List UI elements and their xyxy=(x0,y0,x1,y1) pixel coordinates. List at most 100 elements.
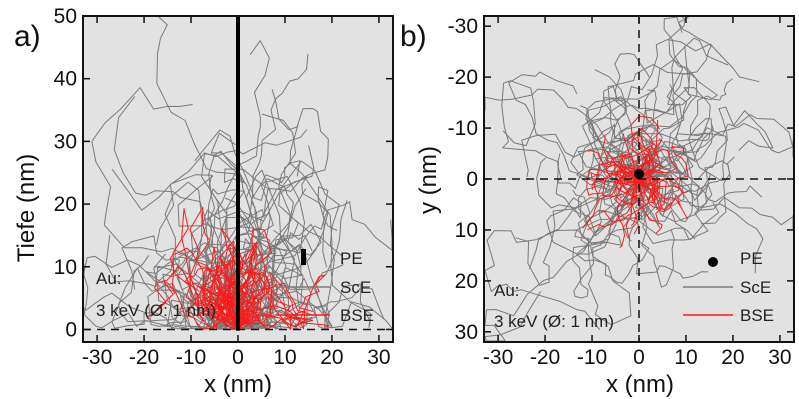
bse-trajectory xyxy=(202,265,260,330)
y-tick-label: -20 xyxy=(448,66,478,89)
sce-trajectory xyxy=(164,181,239,330)
y-tick-label: 30 xyxy=(455,321,478,344)
bse-trajectory xyxy=(638,176,667,211)
legend-sce-label: ScE xyxy=(740,278,771,297)
x-tick-label: 30 xyxy=(367,346,390,369)
x-tick-label: 0 xyxy=(232,346,244,369)
y-tick-label: 10 xyxy=(54,256,77,279)
sce-trajectory xyxy=(237,176,329,330)
y-tick-label: 50 xyxy=(54,5,77,28)
bse-trajectory xyxy=(237,287,330,330)
legend-bse-label: BSE xyxy=(340,306,374,325)
y-tick-label: 10 xyxy=(455,219,478,242)
panel-b-legend: PE ScE BSE xyxy=(683,249,774,325)
y-tick-label: 20 xyxy=(54,193,77,216)
sce-trajectory xyxy=(147,284,239,330)
bse-trajectory xyxy=(237,253,256,330)
panel-b-xlabel: x (nm) xyxy=(606,371,674,398)
sce-trajectory xyxy=(237,160,393,330)
bse-trajectory xyxy=(234,246,270,330)
y-tick-label: 0 xyxy=(466,168,478,191)
x-tick-label: -10 xyxy=(577,346,607,369)
x-tick-label: 30 xyxy=(768,346,791,369)
bse-trajectory xyxy=(237,271,299,330)
sce-trajectory xyxy=(580,105,713,223)
panel-a-note-material: Au: xyxy=(96,269,122,288)
x-tick-label: 20 xyxy=(721,346,744,369)
legend-pe-marker xyxy=(708,257,718,267)
sce-trajectory xyxy=(583,173,711,240)
bse-trajectory xyxy=(630,115,660,178)
sce-trajectory xyxy=(580,179,647,326)
bse-trajectory xyxy=(629,156,659,191)
panel-a-label: a) xyxy=(14,20,41,53)
sce-trajectory xyxy=(536,157,640,255)
panel-b: b) y (nm) x (nm) -30 -20 -10 0 10 20 30-30-20-… xyxy=(400,15,795,398)
legend-sce-label: ScE xyxy=(340,278,371,297)
bse-trajectory xyxy=(640,119,659,177)
y-tick-label: 30 xyxy=(54,130,77,153)
bse-trajectory xyxy=(606,159,639,180)
bse-trajectory xyxy=(602,135,640,182)
sce-trajectory xyxy=(603,16,718,179)
bse-trajectory xyxy=(640,146,689,182)
sce-trajectory xyxy=(237,54,309,330)
legend-pe-label: PE xyxy=(740,249,763,268)
bse-trajectory xyxy=(636,176,683,206)
bse-trajectory xyxy=(587,180,638,231)
panel-a-legend: PE ScE BSE xyxy=(276,249,374,325)
panel-a-ylabel: Tiefe (nm) xyxy=(13,154,40,262)
bse-trajectory xyxy=(617,181,641,249)
panel-a-note-energy: 3 keV (Ø: 1 nm) xyxy=(96,301,216,320)
sce-trajectory xyxy=(629,78,733,180)
sce-trajectory xyxy=(210,132,264,330)
bse-trajectory xyxy=(213,259,247,330)
y-tick-label: 0 xyxy=(65,318,77,341)
sce-trajectory xyxy=(91,87,239,330)
panel-a-xlabel: x (nm) xyxy=(204,371,272,398)
sce-trajectory xyxy=(237,124,372,330)
legend-bse-label: BSE xyxy=(740,306,774,325)
sce-trajectory xyxy=(587,96,660,191)
pe-dot xyxy=(634,168,644,179)
bse-trajectory xyxy=(637,178,663,235)
x-tick-label: -10 xyxy=(176,346,206,369)
x-tick-label: -20 xyxy=(530,346,560,369)
panel-b-label: b) xyxy=(400,20,427,53)
y-tick-label: -10 xyxy=(448,117,478,140)
sce-trajectory xyxy=(639,84,711,178)
x-tick-label: -20 xyxy=(129,346,159,369)
x-tick-label: -30 xyxy=(483,346,513,369)
panel-b-note-material: Au: xyxy=(494,281,520,300)
bse-trajectory xyxy=(586,166,641,196)
panel-b-ylabel: y (nm) xyxy=(415,146,442,214)
bse-trajectory xyxy=(213,256,239,330)
legend-pe-marker xyxy=(301,249,306,265)
sce-trajectory xyxy=(588,39,760,180)
bse-trajectory xyxy=(237,271,266,330)
sce-trajectory xyxy=(225,40,270,330)
bse-trajectory xyxy=(640,179,689,220)
sce-trajectory xyxy=(177,175,261,330)
bse-trajectory xyxy=(590,172,640,186)
panel-a-frame xyxy=(82,15,394,343)
bse-trajectory xyxy=(631,136,647,182)
x-tick-label: 10 xyxy=(674,346,697,369)
panel-a: a) Tiefe (nm) x (nm) -30 -20 -10 0 10 20 30 0 10… xyxy=(13,5,394,398)
sce-trajectory xyxy=(484,179,643,331)
panel-a-marks xyxy=(83,16,393,331)
sce-trajectory xyxy=(576,123,642,186)
bse-trajectory xyxy=(593,170,637,204)
bse-trajectory xyxy=(598,177,652,222)
sce-trajectory xyxy=(628,177,709,279)
sce-trajectory xyxy=(501,80,642,190)
bse-trajectory xyxy=(237,282,314,330)
panel-a-ticks: -30 -20 -10 0 10 20 30 0 10 20 30 40 50 xyxy=(54,5,393,369)
x-tick-label: 20 xyxy=(320,346,343,369)
panel-b-note-energy: 3 keV (Ø: 1 nm) xyxy=(494,312,614,331)
bse-trajectory xyxy=(237,274,326,330)
bse-trajectory xyxy=(619,169,664,194)
sce-trajectory xyxy=(237,239,313,330)
